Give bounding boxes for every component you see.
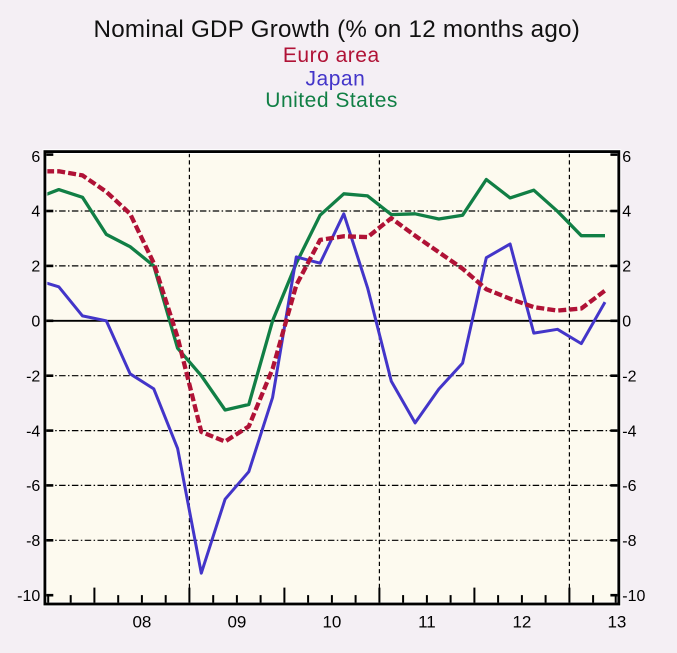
svg-text:0: 0 [31,314,40,331]
svg-text:-8: -8 [26,533,40,550]
svg-text:6: 6 [622,149,631,166]
svg-text:Japan: Japan [306,68,366,91]
svg-text:-8: -8 [622,533,636,550]
svg-text:-4: -4 [26,423,40,440]
svg-text:4: 4 [622,204,631,221]
svg-text:6: 6 [31,149,40,166]
svg-text:12: 12 [512,613,531,632]
svg-text:2: 2 [622,259,631,276]
svg-text:09: 09 [227,613,246,632]
svg-text:4: 4 [31,204,40,221]
svg-text:-2: -2 [26,368,40,385]
svg-text:Nominal GDP Growth (% on 12 mo: Nominal GDP Growth (% on 12 months ago) [94,16,581,43]
svg-text:-6: -6 [622,478,636,495]
svg-text:11: 11 [418,613,436,632]
svg-text:0: 0 [622,314,631,331]
svg-text:-4: -4 [622,423,636,440]
svg-text:-10: -10 [622,588,645,605]
svg-text:2: 2 [31,259,40,276]
svg-text:United States: United States [265,89,398,112]
svg-text:08: 08 [132,613,151,632]
svg-text:13: 13 [607,613,626,632]
svg-text:-6: -6 [26,478,40,495]
svg-text:10: 10 [322,613,341,632]
svg-text:-2: -2 [622,368,636,385]
svg-text:Euro area: Euro area [283,44,380,67]
svg-text:-10: -10 [17,588,40,605]
